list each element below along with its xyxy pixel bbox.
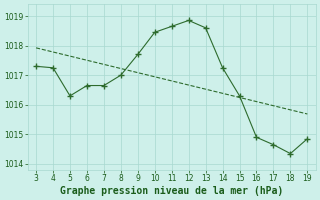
X-axis label: Graphe pression niveau de la mer (hPa): Graphe pression niveau de la mer (hPa)	[60, 186, 283, 196]
